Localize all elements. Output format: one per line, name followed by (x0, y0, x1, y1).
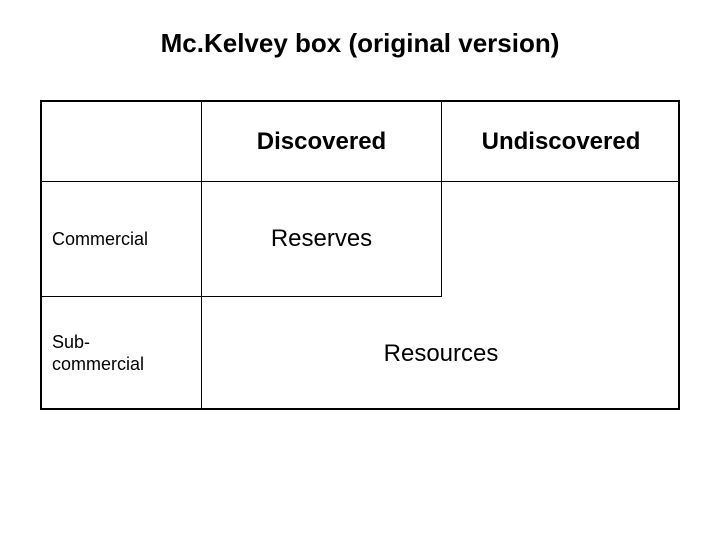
mckelvey-box: Discovered Undiscovered Commercial Sub-c… (40, 100, 680, 410)
row-header-subcommercial: Sub-commercial (42, 297, 202, 410)
diagram-title: Mc.Kelvey box (original version) (0, 28, 720, 59)
resources-cell: Resources (202, 297, 680, 410)
row-header-commercial: Commercial (42, 182, 202, 297)
column-header-discovered: Discovered (202, 102, 442, 182)
header-empty-cell (42, 102, 202, 182)
column-header-undiscovered: Undiscovered (442, 102, 680, 182)
reserves-cell: Reserves (202, 182, 442, 297)
